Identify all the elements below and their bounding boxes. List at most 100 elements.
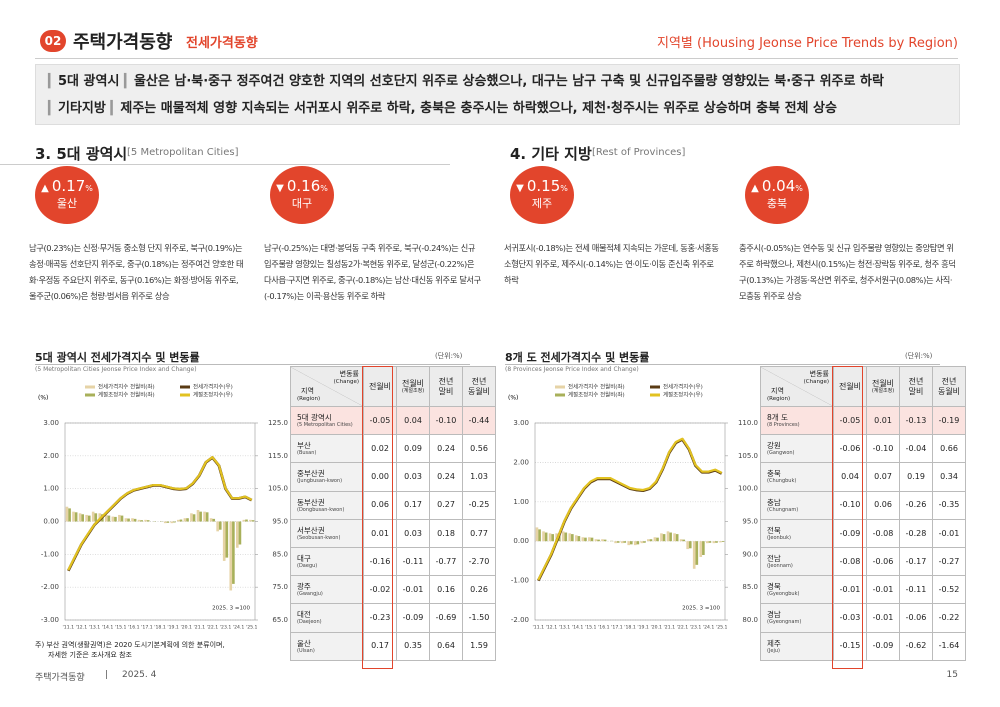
table-box: 변동률 (Change) 지역 (Region) 전월비 전월비 (계절조정) 전년 말비 전년 동… (290, 366, 496, 669)
row-header: 대구 (Daegu) (290, 546, 364, 577)
legend-label: 계절조정지수 전월비(좌) (98, 391, 155, 399)
x-tick-label: '12.1 (76, 625, 88, 631)
table-cell: 0.06 (363, 490, 397, 520)
bar (708, 541, 712, 543)
table-cell: -0.26 (899, 490, 933, 520)
row-name: 울산 (297, 638, 311, 648)
table-row: 전남 (Jeonnam) -0.08 -0.06 -0.17 -0.27 (760, 546, 966, 577)
bar (140, 520, 143, 522)
x-tick-label: '18.1 (154, 625, 166, 631)
bar (222, 521, 226, 561)
y-tick-label: -1.00 (41, 550, 59, 558)
bar (133, 518, 137, 522)
badge: 02 (40, 30, 66, 52)
bar (643, 541, 646, 543)
y-tick-label: 2.00 (513, 458, 529, 466)
row-name: 충북 (767, 469, 781, 479)
legend-label: 전세가격지수(우) (663, 383, 703, 391)
x-tick-label: '19.1 (167, 625, 179, 631)
bar (170, 521, 174, 524)
bar (199, 511, 202, 522)
bar (124, 518, 128, 522)
footnote-1: 주) 부산 권역(생활권역)은 2020 도시기본계획에 의한 분류이며, (35, 641, 225, 649)
header-right: 지역별 (Housing Jeonse Price Trends by Regi… (657, 36, 958, 51)
row-header: 충남 (Chungnam) (760, 490, 834, 520)
bar (544, 532, 548, 542)
row-header: 8개 도 (8 Provinces) (760, 405, 834, 436)
bar (620, 541, 624, 544)
x-tick-label: '20.1 (180, 625, 192, 631)
row-header: 동부산권 (Dongbusan-kwon) (290, 490, 364, 520)
bar (78, 513, 82, 522)
row-header: 전남 (Jeonnam) (760, 546, 834, 577)
row-name: 5대 광역시 (297, 413, 332, 423)
row-header: 전북 (Jeonbuk) (760, 518, 834, 548)
column-header-line: 전년 (941, 376, 957, 386)
table-row: 광주 (Gwangju) -0.02 -0.01 0.16 0.26 (290, 575, 496, 605)
card-unit: % (320, 184, 328, 193)
table-row: 강원 (Gangwon) -0.06 -0.10 -0.04 0.66 (760, 434, 966, 464)
footer-left: 주택가격동향 (35, 673, 85, 683)
row-header: 제주 (Jeju) (760, 631, 834, 661)
x-tick-label: '25.1 (246, 625, 258, 631)
bar (702, 541, 705, 555)
bar (65, 506, 69, 522)
bar (81, 514, 84, 522)
column-header: 전월비 (계절조정) (396, 366, 430, 407)
y2-tick-label: 65.0 (272, 616, 288, 624)
chart: (%) 3.00 2.00 1.00 0.00 -1.00 -2.00 -3.00 125.0 1… (38, 383, 288, 631)
column-header-line: 전월비 (368, 381, 392, 391)
table-cell: 0.18 (429, 518, 463, 548)
y-tick-label: 3.00 (43, 419, 59, 427)
bar (94, 513, 98, 522)
header-row: 변동률 (Change) 지역 (Region) 전월비 전월비 (계절조정) 전년 말비 전년 동… (290, 366, 496, 407)
bar (229, 521, 233, 591)
x-tick-label: '16.1 (598, 625, 610, 631)
bar (555, 533, 558, 542)
y-tick-label: 2.00 (43, 452, 59, 460)
row-name: 대구 (297, 554, 311, 564)
card-badge: ▲ 0.04% 충북 (745, 166, 809, 224)
legend-swatch (180, 385, 190, 389)
card-badge: ▼ 0.15% 제주 (510, 166, 574, 224)
header-region: 지역 (301, 387, 314, 395)
row-name: 중부산권 (297, 469, 325, 479)
card-value-line: ▼ 0.16% (270, 177, 334, 195)
bar (577, 536, 581, 542)
y-tick-label: 0.00 (43, 518, 59, 526)
bar (649, 539, 653, 542)
table-row: 제주 (Jeju) -0.15 -0.09 -0.62 -1.64 (760, 631, 966, 661)
table-cell: -0.10 (833, 490, 867, 520)
table-cell: -0.01 (396, 575, 430, 605)
y2-tick-label: 100.0 (738, 485, 758, 493)
header-row: 변동률 (Change) 지역 (Region) 전월비 전월비 (계절조정) 전년 말비 전년 동… (760, 366, 966, 407)
bar (205, 512, 209, 522)
y2-tick-label: 110.0 (738, 419, 758, 427)
section-title: 4. 기타 지방 (510, 145, 592, 163)
summary-text: 제주는 매물적체 영향 지속되는 서귀포시 위주로 하락, 충북은 충주시는 하… (120, 101, 837, 116)
table-cell: 0.01 (866, 405, 900, 436)
x-tick-label: '11.1 (63, 625, 75, 631)
y2-tick-label: 85.0 (742, 583, 758, 591)
card-badge: ▲ 0.17% 울산 (35, 166, 99, 224)
column-header: 전년 동월비 (932, 366, 966, 407)
row-name: 서부산권 (297, 525, 325, 535)
y2-tick-label: 80.0 (742, 616, 758, 624)
row-name: 충남 (767, 497, 781, 507)
bar (212, 518, 216, 522)
y-tick-label: -3.00 (41, 616, 59, 624)
table-cell: -0.11 (396, 546, 430, 577)
table-cell: -0.08 (833, 546, 867, 577)
table-row: 경남 (Gyeongnam) -0.03 -0.01 -0.06 -0.22 (760, 603, 966, 633)
bar (706, 541, 709, 544)
plot-frame (64, 422, 256, 621)
column-header: 전월비 (계절조정) (866, 366, 900, 407)
x-tick-label: '24.1 (703, 625, 715, 631)
bar (87, 515, 91, 522)
column-header-line: (계절조정) (871, 388, 895, 395)
row-name-en: (Gyeongnam) (767, 619, 802, 626)
bar (692, 541, 696, 569)
bar (669, 532, 672, 542)
table-cell: -0.15 (833, 631, 867, 661)
bar (686, 541, 689, 550)
